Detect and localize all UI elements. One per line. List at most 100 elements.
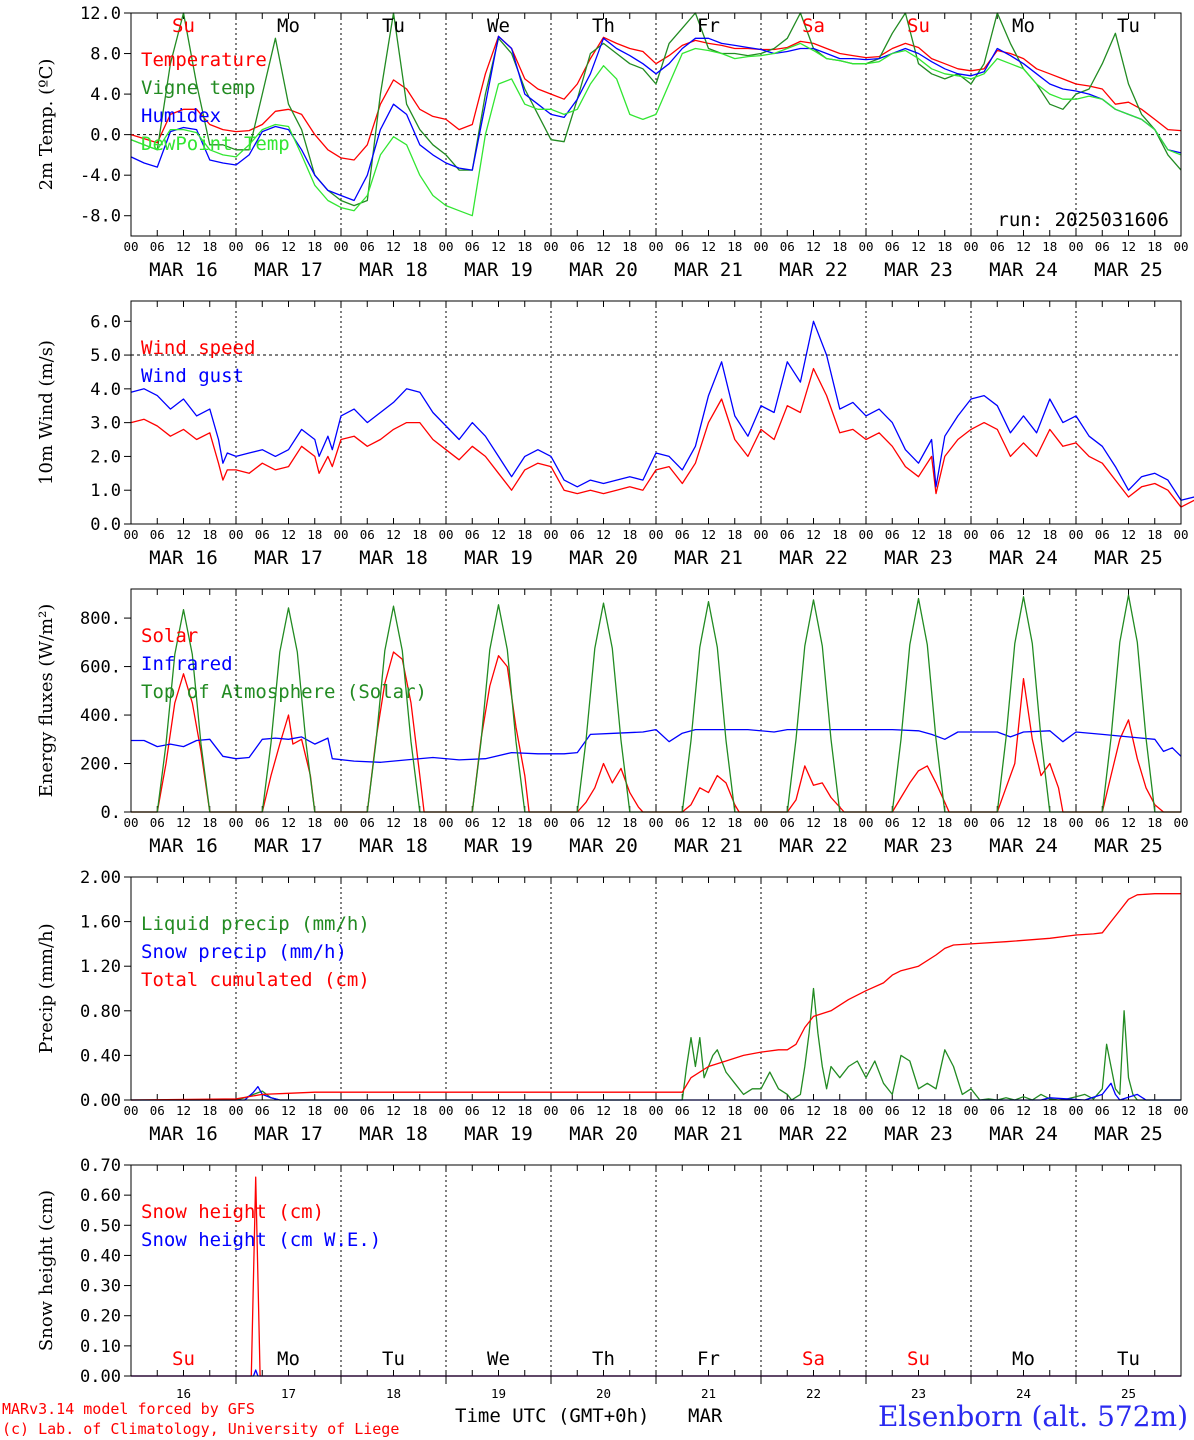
date-label: MAR 21 <box>674 1123 743 1145</box>
hour-label: 18 <box>1042 239 1057 254</box>
hour-label: 12 <box>491 815 506 830</box>
date-label: MAR 17 <box>254 259 323 281</box>
legend-entry: Infrared <box>141 653 233 675</box>
hour-label: 00 <box>648 815 663 830</box>
hour-label: 18 <box>202 239 217 254</box>
date-label: MAR 16 <box>149 547 218 569</box>
y-tick-label: 0.40 <box>80 1246 121 1266</box>
hour-label: 18 <box>412 815 427 830</box>
hour-label: 00 <box>648 527 663 542</box>
hour-label: 06 <box>1095 815 1110 830</box>
hour-label: 06 <box>255 239 270 254</box>
hour-label: 06 <box>780 527 795 542</box>
y-tick-label: 4.0 <box>90 380 121 400</box>
hour-label: 12 <box>1016 815 1031 830</box>
date-label: MAR 17 <box>254 835 323 857</box>
hour-label: 00 <box>543 239 558 254</box>
weekday-label: We <box>487 1348 510 1370</box>
hour-label: 06 <box>360 1103 375 1118</box>
hour-label: 12 <box>491 239 506 254</box>
legend-entry: Wind speed <box>141 337 255 359</box>
hour-label: 18 <box>412 239 427 254</box>
hour-label: 18 <box>202 1103 217 1118</box>
hour-label: 12 <box>1121 527 1136 542</box>
hour-label: 06 <box>360 815 375 830</box>
hour-label: 12 <box>386 527 401 542</box>
hour-label: 18 <box>1147 527 1162 542</box>
date-label: MAR 21 <box>674 835 743 857</box>
day-number-label: 18 <box>386 1386 401 1401</box>
date-label: MAR 18 <box>359 1123 428 1145</box>
hour-label: 12 <box>176 239 191 254</box>
hour-label: 06 <box>675 815 690 830</box>
date-label: MAR 21 <box>674 547 743 569</box>
weekday-label: Mo <box>277 1348 300 1370</box>
series-line-temperature <box>130 35 1182 161</box>
day-number-label: 23 <box>911 1386 926 1401</box>
weekday-label: Th <box>592 1348 615 1370</box>
y-tick-label: 5.0 <box>90 346 121 366</box>
hour-label: 06 <box>990 239 1005 254</box>
y-tick-label: 2.0 <box>90 447 121 467</box>
hour-label: 12 <box>596 527 611 542</box>
day-number-label: 17 <box>281 1386 296 1401</box>
hour-label: 12 <box>596 815 611 830</box>
y-tick-label: 0.10 <box>80 1337 121 1357</box>
hour-label: 18 <box>622 527 637 542</box>
hour-label: 00 <box>1068 239 1083 254</box>
series-line-total-cumulated-cm- <box>130 893 1181 1101</box>
date-label: MAR 18 <box>359 547 428 569</box>
hour-label: 12 <box>281 239 296 254</box>
hour-label: 18 <box>412 1103 427 1118</box>
hour-label: 00 <box>228 815 243 830</box>
date-label: MAR 19 <box>464 259 533 281</box>
y-tick-label: 0.50 <box>80 1216 121 1236</box>
hour-label: 06 <box>360 239 375 254</box>
y-tick-label: -8.0 <box>80 207 121 227</box>
plot-frame <box>130 588 1182 813</box>
weekday-label: Th <box>592 15 615 37</box>
date-label: MAR 25 <box>1094 835 1163 857</box>
hour-label: 12 <box>1121 815 1136 830</box>
hour-label: 12 <box>806 815 821 830</box>
legend-entry: Liquid precip (mm/h) <box>141 913 370 935</box>
day-number-label: 20 <box>596 1386 611 1401</box>
hour-label: 12 <box>491 527 506 542</box>
hour-label: 12 <box>386 1103 401 1118</box>
hour-label: 06 <box>885 815 900 830</box>
hour-label: 12 <box>701 1103 716 1118</box>
hour-label: 00 <box>333 527 348 542</box>
hour-label: 12 <box>806 527 821 542</box>
series-line-vigne-temp <box>130 12 1182 207</box>
y-axis-label: 2m Temp. (ºC) <box>36 59 57 191</box>
y-axis-label: 10m Wind (m/s) <box>36 340 57 485</box>
hour-label: 00 <box>963 527 978 542</box>
weekday-label: Mo <box>1012 1348 1035 1370</box>
hour-label: 00 <box>1068 815 1083 830</box>
date-label: MAR 22 <box>779 1123 848 1145</box>
hour-label: 18 <box>937 815 952 830</box>
hour-label: 00 <box>753 815 768 830</box>
date-label: MAR 24 <box>989 1123 1058 1145</box>
hour-label: 00 <box>648 1103 663 1118</box>
hour-label: 12 <box>911 815 926 830</box>
hour-label: 18 <box>412 527 427 542</box>
hour-label: 00 <box>753 1103 768 1118</box>
date-label: MAR 18 <box>359 259 428 281</box>
hour-label: 18 <box>202 815 217 830</box>
hour-label: 06 <box>885 239 900 254</box>
hour-label: 12 <box>176 527 191 542</box>
y-tick-label: 0.00 <box>80 1091 121 1111</box>
weekday-label: Su <box>172 15 195 37</box>
hour-label: 18 <box>307 527 322 542</box>
hour-label: 12 <box>806 1103 821 1118</box>
hour-label: 06 <box>780 1103 795 1118</box>
hour-label: 18 <box>307 239 322 254</box>
date-label: MAR 20 <box>569 1123 638 1145</box>
panel-4: 2.00 1.60 1.20 0.80 0.40 0.00 Precip (mm/h) Liq… <box>36 868 1189 1145</box>
hour-label: 18 <box>832 239 847 254</box>
hour-label: 12 <box>701 815 716 830</box>
hour-label: 06 <box>990 815 1005 830</box>
hour-label: 06 <box>780 239 795 254</box>
y-tick-label: 2.00 <box>80 868 121 888</box>
